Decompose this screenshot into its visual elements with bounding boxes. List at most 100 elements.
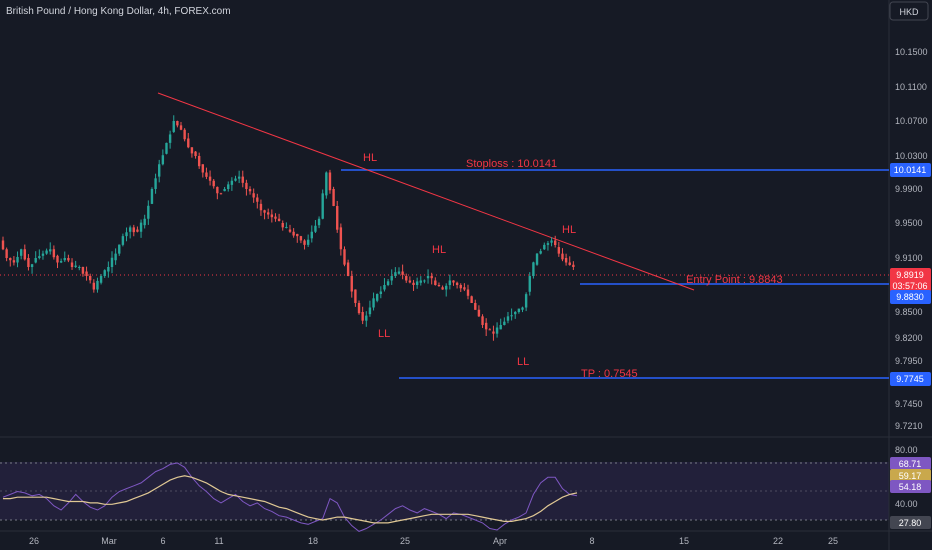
price-tick-label: 10.0700	[895, 116, 928, 126]
svg-text:9.7745: 9.7745	[896, 374, 924, 384]
currency-button[interactable]: HKD	[889, 1, 929, 21]
candle-body	[572, 264, 575, 267]
candle-body	[357, 303, 361, 314]
candle-body	[194, 151, 197, 156]
candle-body	[274, 216, 277, 219]
rsi-badge-low: 27.80	[890, 516, 931, 529]
candle-body	[510, 315, 513, 317]
time-tick-label: Mar	[101, 536, 117, 546]
tp-annotation[interactable]: TP : 0.7545	[581, 368, 638, 380]
candle-body	[361, 312, 364, 321]
ll-label-1[interactable]: LL	[378, 328, 390, 340]
candle-body	[441, 287, 444, 290]
candle-body	[201, 164, 205, 173]
candle-body	[372, 298, 375, 308]
candle-body	[346, 262, 350, 276]
entry-annotation[interactable]: Entry Point : 9.8843	[686, 274, 783, 286]
candle-body	[121, 236, 125, 245]
svg-text:9.8830: 9.8830	[896, 292, 924, 302]
svg-text:9.8919: 9.8919	[896, 270, 924, 280]
candle-body	[325, 172, 328, 196]
candle-body	[517, 308, 521, 312]
candle-body	[412, 282, 415, 285]
candle-body	[216, 186, 219, 194]
candle-body	[118, 244, 121, 254]
candle-body	[499, 325, 502, 330]
candle-body	[56, 255, 59, 263]
candle-body	[281, 223, 284, 228]
candle-body	[114, 253, 117, 261]
candle-body	[12, 260, 16, 263]
price-tick-label: 9.7950	[895, 356, 923, 366]
time-axis[interactable]: 26 Mar 6 11 18 25 Apr 8 15 22 25	[29, 536, 838, 546]
svg-text:03:57:06: 03:57:06	[892, 281, 927, 291]
candle-body	[546, 243, 550, 245]
hl-label-2[interactable]: HL	[432, 244, 446, 256]
time-tick-label: 25	[828, 536, 838, 546]
candle-body	[419, 280, 422, 283]
candle-body	[368, 307, 372, 315]
candle-body	[132, 227, 135, 233]
rsi-badge-value: 68.71	[890, 457, 931, 470]
candle-body	[310, 231, 313, 239]
candle-body	[303, 240, 306, 245]
candle-body	[92, 282, 96, 290]
candle-body	[426, 276, 430, 279]
candle-body	[190, 147, 194, 154]
candle-body	[237, 176, 241, 179]
candle-body	[379, 291, 383, 294]
candle-body	[103, 270, 106, 276]
candle-body	[492, 331, 495, 334]
stoploss-annotation[interactable]: Stoploss : 10.0141	[466, 158, 557, 170]
candle-body	[354, 289, 357, 303]
candle-body	[168, 134, 172, 143]
candle-body	[532, 262, 535, 276]
candle-body	[477, 309, 481, 317]
time-tick-label: 15	[679, 536, 689, 546]
candle-body	[415, 281, 419, 285]
candle-body	[223, 189, 226, 192]
candle-body	[434, 280, 437, 285]
candle-body	[452, 280, 455, 283]
candle-body	[158, 164, 161, 177]
rsi-badge-ma: 59.17	[890, 469, 931, 482]
candle-body	[252, 193, 255, 198]
candle-body	[561, 253, 564, 260]
candle-body	[375, 294, 379, 301]
candle-body	[557, 247, 561, 254]
resistance-trendline[interactable]	[157, 92, 695, 291]
price-tick-label: 10.1500	[895, 47, 928, 57]
candle-body	[208, 176, 212, 181]
candle-body	[267, 212, 270, 215]
candle-body	[481, 316, 484, 325]
price-tick-label: 9.8200	[895, 333, 923, 343]
hl-label-3[interactable]: HL	[562, 224, 576, 236]
candle-body	[45, 250, 48, 254]
svg-text:68.71: 68.71	[899, 459, 922, 469]
candle-body	[506, 316, 510, 321]
candle-body	[125, 232, 128, 237]
candle-body	[383, 285, 386, 290]
rsi-axis[interactable]: 80.00 40.00	[895, 445, 918, 509]
time-tick-label: 25	[400, 536, 410, 546]
candle-body	[5, 249, 8, 258]
price-axis[interactable]: 10.1500 10.1100 10.0700 10.0300 9.9900 9.9500…	[895, 47, 928, 431]
candle-body	[27, 258, 30, 267]
hl-label-1[interactable]: HL	[363, 152, 377, 164]
currency-button-label: HKD	[899, 7, 919, 17]
ll-label-2[interactable]: LL	[517, 356, 529, 368]
candle-body	[165, 142, 168, 154]
candle-body	[263, 210, 266, 213]
candle-body	[339, 227, 343, 250]
candle-body	[564, 258, 568, 263]
candle-body	[241, 176, 244, 183]
candle-body	[88, 276, 92, 281]
candle-body	[19, 249, 23, 256]
candle-body	[227, 184, 230, 189]
candle-body	[401, 271, 404, 275]
candle-body	[539, 251, 542, 254]
time-tick-label: 26	[29, 536, 39, 546]
candle-body	[136, 229, 139, 232]
svg-text:10.0141: 10.0141	[894, 165, 927, 175]
